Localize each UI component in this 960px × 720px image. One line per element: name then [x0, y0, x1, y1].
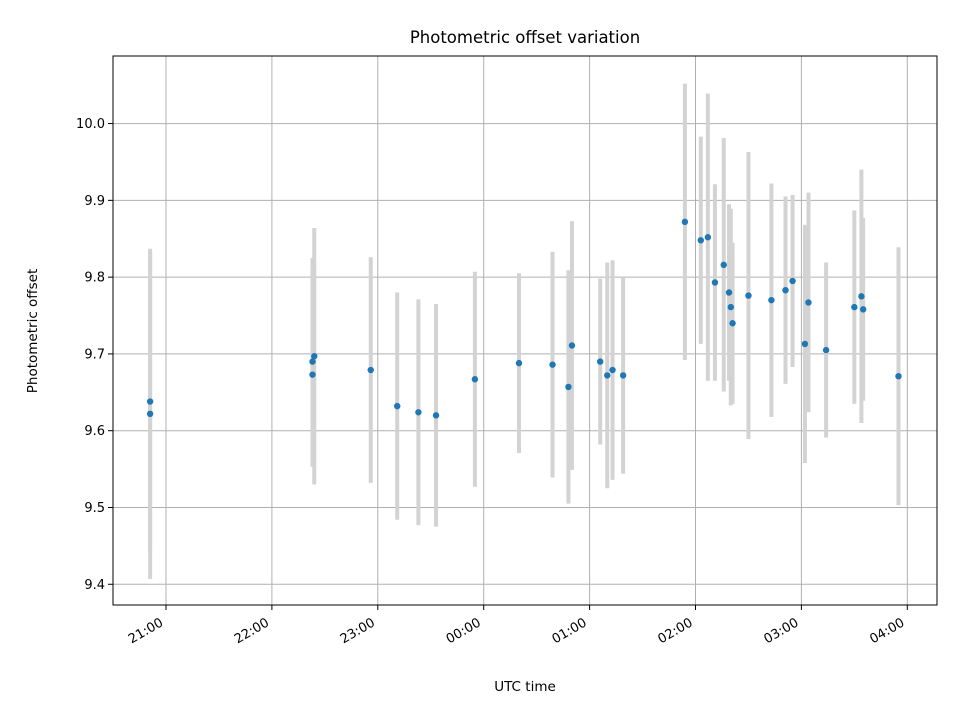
- data-point: [609, 366, 616, 374]
- y-tick-label: 9.8: [84, 271, 105, 286]
- data-point: [727, 303, 734, 311]
- x-axis-label: UTC time: [494, 679, 556, 695]
- data-point: [805, 299, 812, 306]
- data-point: [711, 279, 719, 286]
- y-tick-label: 9.4: [84, 578, 105, 593]
- data-point: [859, 306, 867, 313]
- y-tick-label: 9.6: [84, 424, 105, 439]
- data-point: [858, 293, 865, 300]
- data-point: [801, 340, 809, 348]
- data-point: [782, 286, 789, 294]
- data-point: [729, 320, 736, 327]
- data-point: [432, 412, 440, 419]
- data-point: [851, 303, 858, 311]
- data-point: [768, 296, 775, 304]
- data-point: [471, 376, 479, 383]
- plot-frame: [112, 55, 938, 606]
- data-point: [568, 342, 576, 349]
- chart-title: Photometric offset variation: [410, 28, 640, 47]
- data-point: [895, 372, 902, 380]
- data-point: [822, 346, 830, 354]
- data-point: [697, 237, 704, 244]
- data-point: [619, 372, 627, 379]
- y-axis-label: Photometric offset: [25, 269, 41, 393]
- data-points: [146, 218, 902, 419]
- data-point: [596, 358, 604, 365]
- y-tick-label: 9.7: [84, 347, 105, 362]
- y-axis-ticks: 9.4 9.5 9.6 9.7 9.8 9.9 10.0: [76, 117, 113, 593]
- data-point: [565, 383, 572, 391]
- grid: [113, 56, 937, 605]
- data-point: [549, 361, 556, 368]
- data-point: [146, 410, 154, 418]
- y-tick-label: 9.5: [84, 501, 105, 516]
- data-point: [146, 398, 154, 405]
- data-point: [725, 289, 733, 296]
- data-point: [515, 359, 523, 367]
- data-point: [604, 372, 611, 379]
- data-point: [309, 371, 316, 378]
- data-point: [309, 358, 316, 365]
- data-point: [789, 277, 796, 285]
- data-point: [394, 402, 401, 410]
- data-point: [681, 218, 689, 226]
- data-point: [704, 234, 712, 241]
- data-point: [415, 409, 422, 416]
- data-point: [367, 366, 374, 374]
- data-point: [311, 353, 318, 360]
- data-point: [745, 292, 752, 299]
- y-tick-label: 9.9: [84, 194, 105, 209]
- y-tick-label: 10.0: [76, 117, 105, 132]
- data-point: [720, 261, 727, 269]
